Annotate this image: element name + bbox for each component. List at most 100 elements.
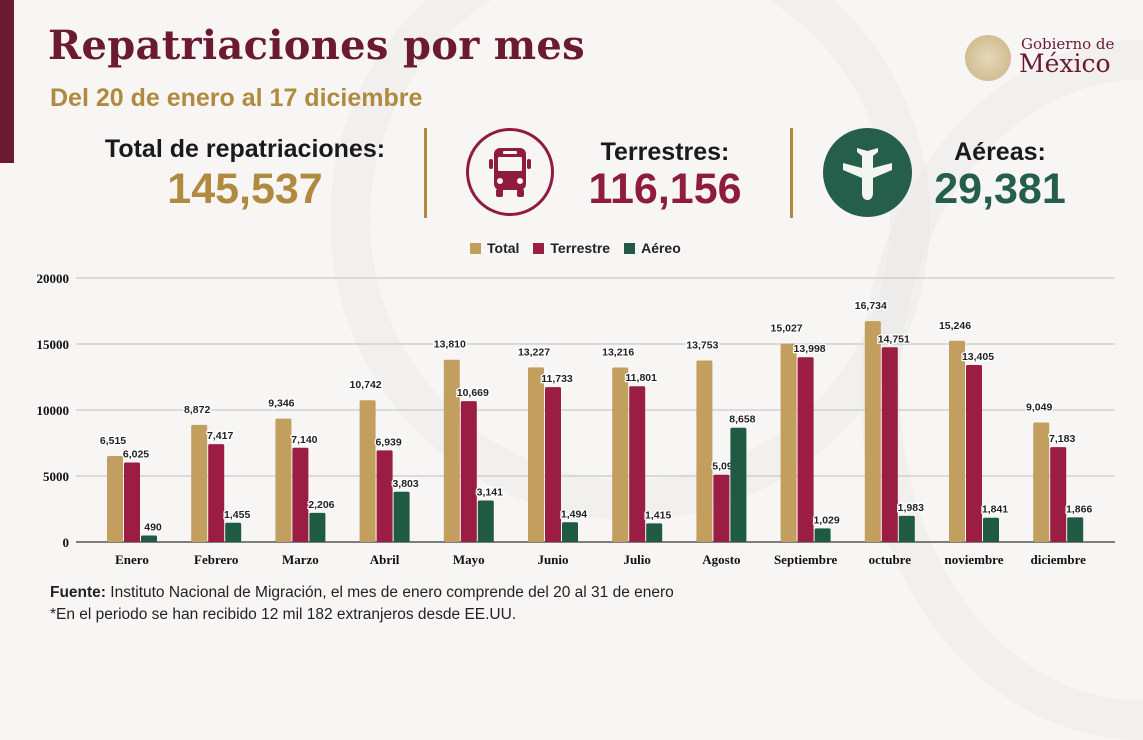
aereas-label: Aéreas: <box>954 138 1046 166</box>
y-tick-label: 15000 <box>37 337 70 352</box>
data-label: 1,841 <box>982 504 1008 516</box>
footer: Fuente: Instituto Nacional de Migración,… <box>50 582 674 626</box>
bar-areo <box>814 528 831 542</box>
page-subtitle: Del 20 de enero al 17 diciembre <box>50 84 423 112</box>
bar-total <box>864 321 881 542</box>
bar-areo <box>141 535 157 542</box>
bus-icon <box>466 128 554 216</box>
data-label: 6,939 <box>375 436 401 448</box>
bar-areo <box>562 522 578 542</box>
data-label: 13,216 <box>602 347 634 359</box>
national-seal-icon <box>965 35 1011 81</box>
data-label: 10,669 <box>457 387 489 399</box>
bar-total <box>443 359 460 542</box>
x-tick-label: Marzo <box>282 552 319 567</box>
bar-terrestre <box>797 357 814 542</box>
data-label: 1,029 <box>813 514 839 526</box>
y-tick-label: 10000 <box>37 403 70 418</box>
bar-areo <box>983 517 999 542</box>
legend-swatch-aereo <box>624 242 636 254</box>
y-tick-label: 5000 <box>43 469 69 484</box>
data-label: 1,866 <box>1066 503 1092 515</box>
bar-areo <box>1067 517 1084 542</box>
legend-label-aereo: Aéreo <box>641 240 681 256</box>
legend-swatch-terrestre <box>533 242 545 254</box>
x-tick-label: Julio <box>623 552 650 567</box>
bar-total <box>1033 422 1050 542</box>
total-label: Total de repatriaciones: <box>104 135 386 163</box>
bar-total <box>359 400 376 542</box>
airplane-icon <box>823 128 912 217</box>
data-label: 1,494 <box>561 508 587 520</box>
bar-areo <box>898 515 915 542</box>
terrestres-value: 116,156 <box>588 165 742 213</box>
data-label: 490 <box>144 522 162 534</box>
bar-areo <box>225 522 242 542</box>
data-label: 8,872 <box>184 404 210 416</box>
source-label: Fuente: <box>50 584 106 601</box>
data-label: 7,140 <box>291 434 317 446</box>
x-tick-label: octubre <box>869 552 912 567</box>
footnote: *En el periodo se han recibido 12 mil 18… <box>50 606 517 623</box>
data-label: 3,803 <box>392 478 418 490</box>
terrestres-label: Terrestres: <box>600 138 730 166</box>
legend-item-total: Total <box>470 240 519 256</box>
data-label: 6,025 <box>123 448 149 460</box>
legend-item-terrestre: Terrestre <box>533 240 610 256</box>
bar-total <box>191 424 208 542</box>
aereas-value: 29,381 <box>934 165 1066 213</box>
data-label: 7,183 <box>1049 433 1075 445</box>
bar-total <box>949 340 965 542</box>
x-tick-label: Septiembre <box>774 552 838 567</box>
data-label: 1,415 <box>645 509 671 521</box>
data-label: 3,141 <box>477 487 503 499</box>
bar-terrestre <box>292 447 309 542</box>
data-label: 1,455 <box>224 509 250 521</box>
total-value: 145,537 <box>167 165 323 213</box>
bar-total <box>107 456 123 542</box>
bar-areo <box>730 427 747 542</box>
gobierno-logo: Gobierno de México <box>965 35 1135 83</box>
bar-terrestre <box>376 450 393 542</box>
bar-total <box>612 367 629 542</box>
accent-bar <box>0 0 14 163</box>
data-label: 13,405 <box>962 351 994 363</box>
y-tick-label: 0 <box>63 535 70 550</box>
data-label: 16,734 <box>855 300 887 312</box>
bar-terrestre <box>713 474 730 542</box>
page-title: Repatriaciones por mes <box>48 22 585 69</box>
chart-legend: Total Terrestre Aéreo <box>470 240 681 256</box>
logo-line1: Gobierno de <box>1021 35 1115 53</box>
bar-areo <box>393 491 410 542</box>
data-label: 13,998 <box>794 343 826 355</box>
data-label: 15,027 <box>771 323 803 335</box>
x-tick-label: Agosto <box>702 552 740 567</box>
bar-terrestre <box>124 462 140 542</box>
bar-terrestre <box>966 365 982 542</box>
source-line: Fuente: Instituto Nacional de Migración,… <box>50 582 674 604</box>
bar-terrestre <box>1050 447 1067 542</box>
data-label: 9,049 <box>1026 402 1052 414</box>
bar-areo <box>309 512 326 542</box>
data-label: 15,246 <box>939 320 971 332</box>
x-tick-label: Febrero <box>194 552 238 567</box>
data-label: 1,983 <box>898 502 924 514</box>
bar-areo <box>646 523 663 542</box>
bar-total <box>528 367 544 542</box>
data-label: 9,346 <box>268 398 294 410</box>
divider <box>790 128 793 218</box>
x-tick-label: noviembre <box>945 552 1004 567</box>
x-tick-label: Enero <box>115 552 149 567</box>
bar-areo <box>477 500 494 542</box>
y-tick-label: 20000 <box>37 271 70 286</box>
x-tick-label: Abril <box>370 552 400 567</box>
data-label: 14,751 <box>878 333 910 345</box>
bar-total <box>275 418 292 542</box>
bar-total <box>696 360 713 542</box>
bar-terrestre <box>460 401 477 542</box>
data-label: 2,206 <box>308 499 334 511</box>
x-tick-label: Junio <box>537 552 568 567</box>
divider <box>424 128 427 218</box>
data-label: 7,417 <box>207 430 233 442</box>
